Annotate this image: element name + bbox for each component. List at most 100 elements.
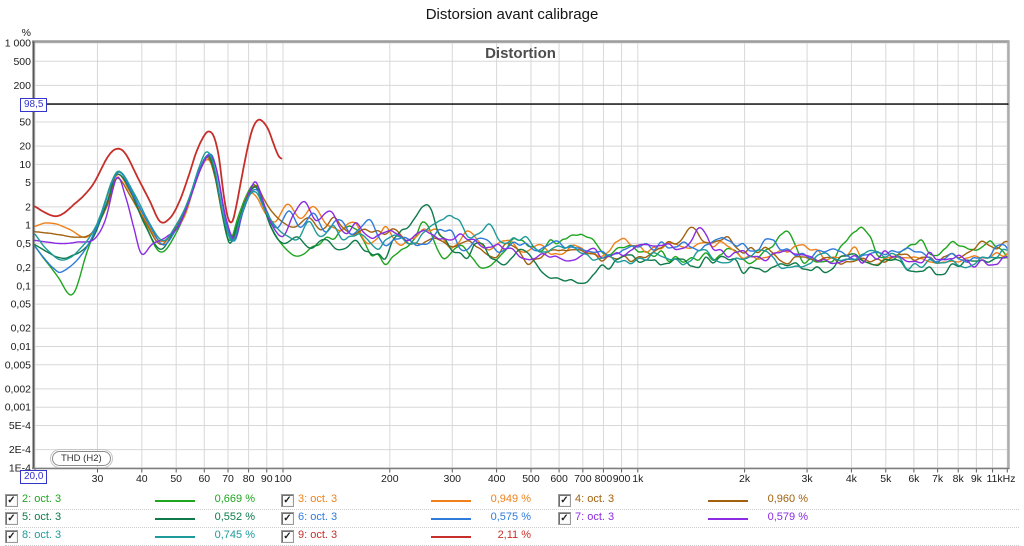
legend-color-swatch [708, 518, 748, 520]
x-tick-label: 700 [574, 473, 592, 485]
legend-checkbox-7-oct-3[interactable]: ✓ [558, 512, 571, 525]
legend-color-swatch [431, 500, 471, 502]
x-tick-label: 500 [522, 473, 540, 485]
legend-value: 0,745 % [214, 529, 255, 541]
y-tick-label: 0,001 [5, 402, 31, 414]
legend-item-5-oct-3: ✓ 5: oct. 3 0,552 % [5, 510, 281, 527]
legend-label: 8: oct. 3 [22, 529, 62, 541]
legend-checkbox-6-oct-3[interactable]: ✓ [281, 512, 294, 525]
legend-checkbox-4-oct-3[interactable]: ✓ [558, 494, 571, 507]
thd-h2-badge: THD (H2) [50, 449, 113, 468]
x-tick-label: 70 [222, 473, 234, 485]
legend-color-swatch [155, 518, 195, 520]
legend-item-2-oct-3: ✓ 2: oct. 3 0,669 % [5, 492, 281, 509]
x-tick-label: 30 [92, 473, 104, 485]
legend-value: 0,552 % [214, 511, 255, 523]
legend-label: 4: oct. 3 [575, 493, 615, 505]
y-tick-label: 0,005 [5, 359, 31, 371]
x-tick-label: 80 [243, 473, 255, 485]
legend-item-4-oct-3: ✓ 4: oct. 3 0,960 % [558, 492, 1019, 509]
y-tick-label: 500 [13, 56, 31, 68]
legend-color-swatch [708, 500, 748, 502]
legend-item-6-oct-3: ✓ 6: oct. 3 0,575 % [281, 510, 558, 527]
legend-item-3-oct-3: ✓ 3: oct. 3 0,949 % [281, 492, 558, 509]
y-tick-label: 0,002 [5, 383, 31, 395]
legend: ✓ 2: oct. 3 0,669 % ✓ 3: oct. 3 0,949 % ✓ 4: oc… [5, 492, 1019, 546]
page-title: Distorsion avant calibrage [425, 6, 599, 23]
y-tick-label: 1 [25, 220, 31, 232]
x-tick-label: 40 [136, 473, 148, 485]
x-tick-label: 600 [550, 473, 568, 485]
legend-value: 2,11 % [497, 529, 531, 541]
legend-value: 0,669 % [214, 493, 255, 505]
legend-item-9-oct-3: ✓ 9: oct. 3 2,11 % [281, 528, 558, 545]
y-cursor-readout: 98,5 [20, 98, 48, 112]
y-tick-label: 5E-4 [9, 420, 31, 432]
series-curve-8-oct-3 [34, 151, 1008, 271]
x-tick-label: 90 [261, 473, 273, 485]
legend-row: ✓ 5: oct. 3 0,552 % ✓ 6: oct. 3 0,575 % ✓ 7: oc… [5, 510, 1019, 528]
x-tick-label: 5k [880, 473, 892, 485]
x-tick-label: 11kHz [987, 473, 1016, 485]
x-tick-label: 6k [908, 473, 920, 485]
legend-value: 0,960 % [767, 493, 808, 505]
y-tick-label: 0,05 [11, 299, 32, 311]
x-tick-label: 400 [488, 473, 506, 485]
legend-checkbox-9-oct-3[interactable]: ✓ [281, 530, 294, 543]
y-tick-label: 20 [19, 141, 31, 153]
x-tick-label: 2k [739, 473, 751, 485]
legend-value: 0,579 % [767, 511, 808, 523]
y-tick-label: 50 [19, 116, 31, 128]
x-tick-label: 1k [632, 473, 644, 485]
legend-empty-cell [558, 528, 1019, 545]
y-tick-label: 0,01 [11, 341, 32, 353]
y-tick-label: 2 [25, 201, 31, 213]
y-tick-label: 2E-4 [9, 444, 31, 456]
x-tick-label: 900 [613, 473, 631, 485]
y-tick-label: 0,02 [11, 323, 32, 335]
y-tick-label: 0,1 [16, 280, 31, 292]
legend-label: 5: oct. 3 [22, 511, 62, 523]
legend-checkbox-3-oct-3[interactable]: ✓ [281, 494, 294, 507]
legend-label: 3: oct. 3 [298, 493, 338, 505]
x-tick-label: 3k [802, 473, 814, 485]
legend-checkbox-2-oct-3[interactable]: ✓ [5, 494, 18, 507]
legend-row: ✓ 8: oct. 3 0,745 % ✓ 9: oct. 3 2,11 % [5, 528, 1019, 546]
x-tick-label: 60 [198, 473, 210, 485]
plot-area[interactable] [33, 42, 1009, 469]
legend-color-swatch [431, 518, 471, 520]
legend-value: 0,949 % [490, 493, 531, 505]
y-tick-label: 200 [13, 80, 31, 92]
legend-color-swatch [431, 536, 471, 538]
chart-title: Distortion [485, 45, 556, 62]
legend-row: ✓ 2: oct. 3 0,669 % ✓ 3: oct. 3 0,949 % ✓ 4: oc… [5, 492, 1019, 510]
y-tick-label: 1 000 [5, 38, 31, 50]
x-tick-label: 300 [444, 473, 462, 485]
legend-label: 9: oct. 3 [298, 529, 338, 541]
legend-label: 7: oct. 3 [575, 511, 615, 523]
legend-item-7-oct-3: ✓ 7: oct. 3 0,579 % [558, 510, 1019, 527]
y-tick-label: 5 [25, 177, 31, 189]
x-tick-label: 9k [971, 473, 983, 485]
x-tick-label: 50 [170, 473, 182, 485]
x-tick-label: 4k [846, 473, 858, 485]
legend-checkbox-5-oct-3[interactable]: ✓ [5, 512, 18, 525]
x-tick-label: 8k [953, 473, 965, 485]
legend-item-8-oct-3: ✓ 8: oct. 3 0,745 % [5, 528, 281, 545]
x-tick-label: 800 [595, 473, 613, 485]
x-cursor-readout: 20,0 [20, 470, 48, 484]
legend-value: 0,575 % [490, 511, 531, 523]
legend-color-swatch [155, 536, 195, 538]
legend-checkbox-8-oct-3[interactable]: ✓ [5, 530, 18, 543]
y-tick-label: 0,2 [16, 262, 31, 274]
y-tick-label: 0,5 [16, 238, 31, 250]
y-tick-label: 10 [19, 159, 31, 171]
series-curve-9-oct-3 [34, 118, 283, 224]
legend-label: 6: oct. 3 [298, 511, 338, 523]
x-tick-label: 100 [274, 473, 292, 485]
legend-label: 2: oct. 3 [22, 493, 62, 505]
x-tick-label: 7k [932, 473, 944, 485]
legend-color-swatch [155, 500, 195, 502]
